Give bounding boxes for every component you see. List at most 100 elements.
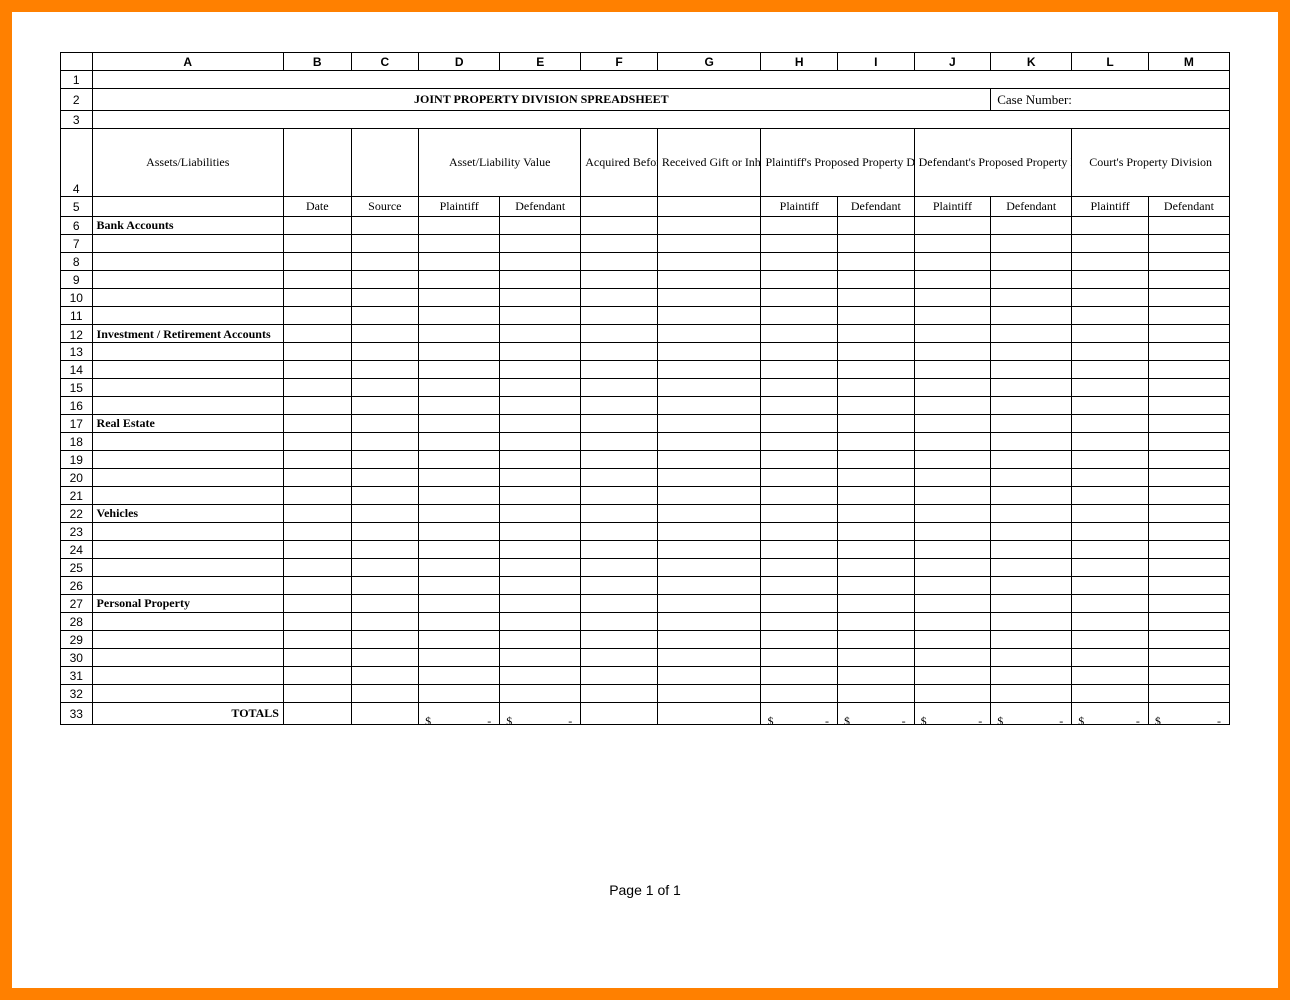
cell[interactable] xyxy=(838,613,915,631)
cell[interactable] xyxy=(351,289,419,307)
cell[interactable] xyxy=(991,361,1072,379)
cell[interactable] xyxy=(991,631,1072,649)
cell[interactable] xyxy=(657,379,761,397)
rowhead-11[interactable]: 11 xyxy=(61,307,93,325)
cell[interactable] xyxy=(761,451,838,469)
cell[interactable] xyxy=(1148,217,1229,235)
cell[interactable] xyxy=(283,505,351,523)
cell[interactable] xyxy=(838,289,915,307)
cell[interactable] xyxy=(351,595,419,613)
cell[interactable] xyxy=(351,523,419,541)
totals-E[interactable]: $- xyxy=(500,703,581,725)
cell[interactable] xyxy=(1072,469,1149,487)
cell[interactable] xyxy=(761,217,838,235)
hdr-acquired-before[interactable]: Acquired Before Marriage By: xyxy=(581,129,658,197)
cell[interactable] xyxy=(419,595,500,613)
cell[interactable] xyxy=(838,487,915,505)
cell[interactable] xyxy=(657,325,761,343)
cell[interactable] xyxy=(914,559,991,577)
cell[interactable] xyxy=(657,487,761,505)
cell[interactable] xyxy=(1148,361,1229,379)
cell[interactable] xyxy=(92,111,1229,129)
cell[interactable] xyxy=(1148,559,1229,577)
totals-label[interactable]: TOTALS xyxy=(92,703,283,725)
cell[interactable] xyxy=(838,595,915,613)
rowhead-31[interactable]: 31 xyxy=(61,667,93,685)
cell[interactable] xyxy=(657,613,761,631)
cell[interactable] xyxy=(92,361,283,379)
cell[interactable] xyxy=(761,505,838,523)
cell[interactable] xyxy=(1148,541,1229,559)
cell[interactable] xyxy=(838,271,915,289)
cell[interactable] xyxy=(657,361,761,379)
rowhead-26[interactable]: 26 xyxy=(61,577,93,595)
cell[interactable] xyxy=(1072,487,1149,505)
cell[interactable] xyxy=(581,325,658,343)
cell[interactable] xyxy=(1148,613,1229,631)
cell[interactable] xyxy=(92,667,283,685)
cell[interactable] xyxy=(838,433,915,451)
cell[interactable] xyxy=(419,451,500,469)
cell[interactable] xyxy=(419,289,500,307)
cell[interactable] xyxy=(283,361,351,379)
cell[interactable] xyxy=(581,541,658,559)
cell[interactable] xyxy=(283,577,351,595)
cell[interactable] xyxy=(761,595,838,613)
cell[interactable] xyxy=(657,397,761,415)
cell[interactable] xyxy=(283,613,351,631)
cell[interactable] xyxy=(1148,415,1229,433)
cell[interactable] xyxy=(1072,217,1149,235)
cell[interactable] xyxy=(419,307,500,325)
cell[interactable] xyxy=(1148,667,1229,685)
cell[interactable] xyxy=(761,631,838,649)
cell[interactable] xyxy=(914,595,991,613)
rowhead-20[interactable]: 20 xyxy=(61,469,93,487)
cell[interactable] xyxy=(92,197,283,217)
rowhead-25[interactable]: 25 xyxy=(61,559,93,577)
col-E[interactable]: E xyxy=(500,53,581,71)
cell[interactable] xyxy=(914,325,991,343)
cell[interactable] xyxy=(991,325,1072,343)
rowhead-14[interactable]: 14 xyxy=(61,361,93,379)
cell[interactable] xyxy=(914,415,991,433)
rowhead-5[interactable]: 5 xyxy=(61,197,93,217)
cell[interactable] xyxy=(581,197,658,217)
cell[interactable] xyxy=(657,433,761,451)
cell[interactable] xyxy=(419,325,500,343)
cell[interactable] xyxy=(92,523,283,541)
cell[interactable] xyxy=(1148,523,1229,541)
cell[interactable] xyxy=(657,217,761,235)
rowhead-29[interactable]: 29 xyxy=(61,631,93,649)
cell[interactable] xyxy=(351,487,419,505)
cell[interactable] xyxy=(838,325,915,343)
cell[interactable] xyxy=(838,559,915,577)
rowhead-7[interactable]: 7 xyxy=(61,235,93,253)
cell[interactable] xyxy=(761,685,838,703)
rowhead-22[interactable]: 22 xyxy=(61,505,93,523)
cell[interactable] xyxy=(838,307,915,325)
cell[interactable] xyxy=(991,595,1072,613)
cell[interactable] xyxy=(581,253,658,271)
cell[interactable] xyxy=(657,523,761,541)
rowhead-28[interactable]: 28 xyxy=(61,613,93,631)
cell[interactable] xyxy=(761,379,838,397)
cell[interactable] xyxy=(581,649,658,667)
col-L[interactable]: L xyxy=(1072,53,1149,71)
cell[interactable] xyxy=(419,487,500,505)
cell[interactable] xyxy=(92,289,283,307)
cell[interactable] xyxy=(351,469,419,487)
cell[interactable] xyxy=(581,415,658,433)
cell[interactable] xyxy=(283,631,351,649)
hdr-plaintiff-proposed[interactable]: Plaintiff's Proposed Property Division xyxy=(761,129,914,197)
cell[interactable] xyxy=(1148,325,1229,343)
cell[interactable] xyxy=(991,289,1072,307)
cell[interactable] xyxy=(283,523,351,541)
cell[interactable] xyxy=(581,577,658,595)
hdr-blank-b[interactable] xyxy=(283,129,351,197)
cell[interactable] xyxy=(581,451,658,469)
subhdr-defendant-3[interactable]: Defendant xyxy=(991,197,1072,217)
cell[interactable] xyxy=(914,505,991,523)
cell[interactable] xyxy=(500,307,581,325)
cell[interactable] xyxy=(1072,559,1149,577)
cell[interactable] xyxy=(1072,397,1149,415)
